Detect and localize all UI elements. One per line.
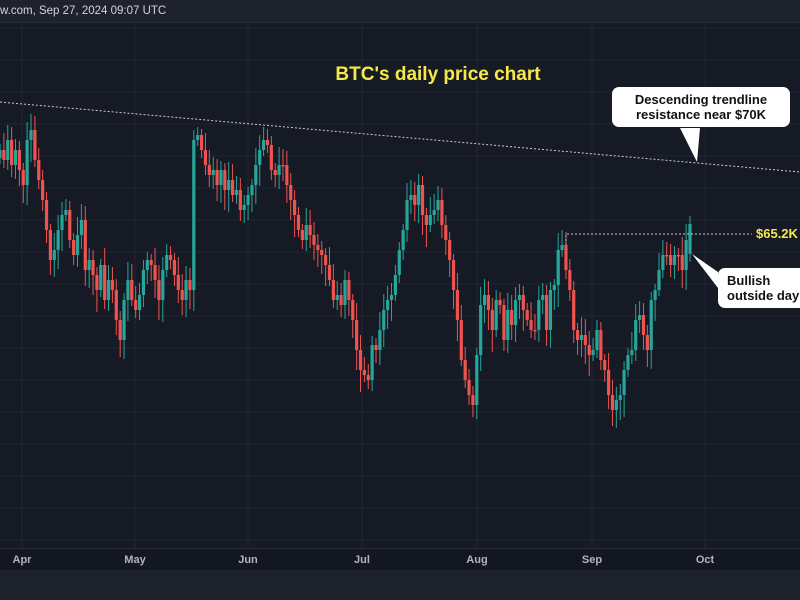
x-axis[interactable]: Apr May Jun Jul Aug Sep Oct <box>0 548 800 571</box>
x-tick-may: May <box>124 554 146 566</box>
x-tick-aug: Aug <box>466 554 488 566</box>
outside-day-callout-text: Bullish outside day <box>727 273 800 303</box>
price-level-label: $65.2K <box>756 226 798 241</box>
bottom-bar <box>0 570 800 600</box>
chart-header: w.com, Sep 27, 2024 09:07 UTC <box>0 0 800 23</box>
x-tick-apr: Apr <box>12 554 32 566</box>
x-tick-sep: Sep <box>581 554 603 566</box>
x-tick-jun: Jun <box>238 554 258 566</box>
outside-day-callout: Bullish outside day <box>718 268 800 308</box>
x-tick-jul: Jul <box>354 554 370 566</box>
chart-title: BTC's daily price chart <box>335 64 541 85</box>
x-tick-oct: Oct <box>695 554 715 566</box>
source-timestamp: w.com, Sep 27, 2024 09:07 UTC <box>0 5 167 17</box>
trendline-callout-text: Descending trendline resistance near $70… <box>634 92 768 122</box>
trendline-callout: Descending trendline resistance near $70… <box>612 87 790 127</box>
